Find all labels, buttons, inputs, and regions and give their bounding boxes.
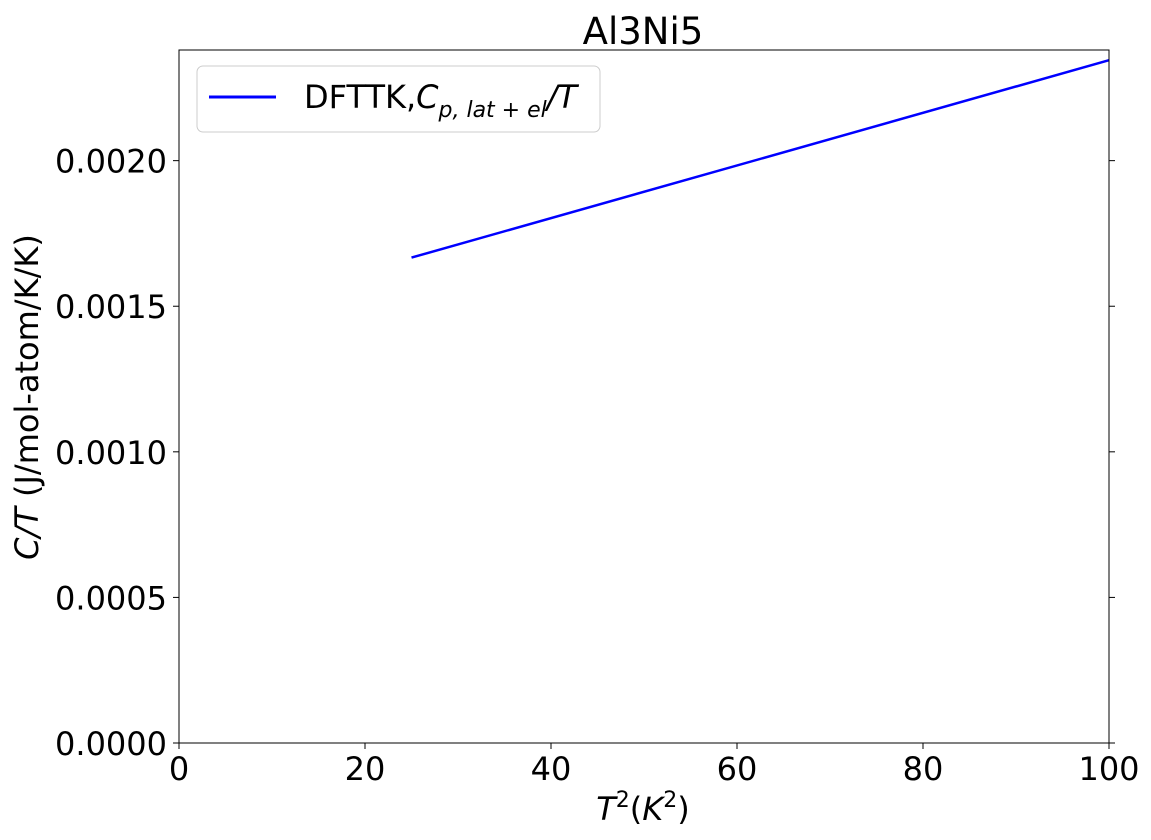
- x-tick-label: 20: [345, 750, 386, 788]
- x-axis-label: T2(K2): [596, 788, 690, 828]
- x-axis-label-sup1: 2: [616, 788, 630, 813]
- legend-box: [196, 65, 601, 133]
- legend-label-sub: p, lat + el: [438, 98, 547, 123]
- x-tick-label: 40: [531, 750, 572, 788]
- x-tick-label: 60: [717, 750, 758, 788]
- y-tick-label: 0.0005: [55, 579, 167, 617]
- y-tick-label: 0.0020: [55, 143, 167, 181]
- x-axis-label-open: (: [630, 790, 642, 828]
- series-line-0: [411, 58, 1110, 259]
- chart-title: Al3Ni5: [583, 10, 704, 53]
- legend: DFTTK,Cp, lat + el/T: [196, 65, 601, 133]
- x-tick-label: 80: [903, 750, 944, 788]
- x-axis-label-base: T: [596, 790, 618, 828]
- y-tick-label: 0.0010: [55, 434, 167, 472]
- y-tick-label: 0.0015: [55, 288, 167, 326]
- y-axis-label: C/T (J/mol-atom/K/K): [8, 234, 46, 560]
- y-axis-ticks: 0.0000 0.0005 0.0010 0.0015 0.0020: [55, 143, 1115, 763]
- x-tick-label: 0: [169, 750, 189, 788]
- y-tick-label: 0.0000: [55, 725, 167, 763]
- x-axis-label-sup2: 2: [663, 788, 677, 813]
- legend-label-suffix: /T: [544, 78, 580, 116]
- plot-frame: [178, 49, 1110, 744]
- x-tick-label: 100: [1078, 750, 1139, 788]
- x-axis-label-close: ): [677, 790, 689, 828]
- legend-label: DFTTK,Cp, lat + el/T: [304, 78, 580, 123]
- x-axis-ticks: 0 20 40 60 80 100: [169, 743, 1140, 788]
- y-axis-label-italic: C/T: [8, 505, 46, 560]
- x-axis-label-kbase: K: [642, 790, 666, 828]
- legend-label-prefix: DFTTK,: [304, 78, 416, 116]
- series-layer: [411, 58, 1110, 259]
- legend-label-c: C: [416, 78, 439, 116]
- y-axis-label-rest: (J/mol-atom/K/K): [8, 234, 46, 507]
